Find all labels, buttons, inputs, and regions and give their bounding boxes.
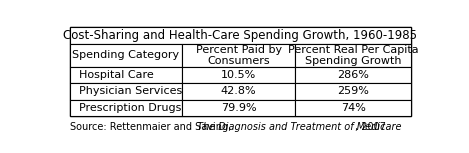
Text: 79.9%: 79.9% [221, 103, 257, 113]
Bar [295, 44, 411, 67]
Bar [295, 83, 411, 100]
Bar [69, 27, 411, 44]
Bar [182, 44, 295, 67]
Bar [69, 67, 182, 83]
Bar [69, 100, 182, 116]
Bar [182, 83, 295, 100]
Bar [69, 83, 182, 100]
Bar [295, 67, 411, 83]
Text: Cost-Sharing and Health-Care Spending Growth, 1960-1985: Cost-Sharing and Health-Care Spending Gr… [63, 29, 417, 42]
Text: Prescription Drugs: Prescription Drugs [79, 103, 181, 113]
Text: Percent Real Per Capita
Spending Growth: Percent Real Per Capita Spending Growth [288, 45, 418, 66]
Text: 42.8%: 42.8% [221, 86, 257, 97]
Text: , 2007.: , 2007. [356, 122, 389, 132]
Text: 10.5%: 10.5% [221, 70, 256, 80]
Bar [295, 100, 411, 116]
Text: The Diagnosis and Treatment of Medicare: The Diagnosis and Treatment of Medicare [197, 122, 401, 132]
Text: Physician Services: Physician Services [79, 86, 182, 97]
Text: 74%: 74% [340, 103, 365, 113]
Bar [69, 44, 182, 67]
Text: Source: Rettenmaier and Saving,: Source: Rettenmaier and Saving, [69, 122, 234, 132]
Text: 259%: 259% [337, 86, 369, 97]
Text: 286%: 286% [337, 70, 369, 80]
Bar [69, 27, 411, 116]
Bar [182, 67, 295, 83]
Text: Percent Paid by
Consumers: Percent Paid by Consumers [196, 45, 282, 66]
Bar [182, 100, 295, 116]
Text: Spending Category: Spending Category [72, 50, 180, 60]
Text: Hospital Care: Hospital Care [79, 70, 153, 80]
